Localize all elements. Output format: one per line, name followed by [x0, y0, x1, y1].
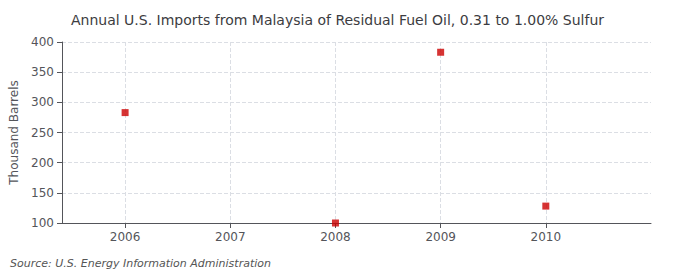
svg-text:2009: 2009: [425, 230, 456, 244]
svg-text:2008: 2008: [320, 230, 351, 244]
svg-text:300: 300: [31, 95, 54, 109]
svg-text:400: 400: [31, 35, 54, 49]
svg-text:Thousand Barrels: Thousand Barrels: [7, 80, 21, 185]
svg-text:Annual U.S. Imports from Malay: Annual U.S. Imports from Malaysia of Res…: [71, 12, 604, 28]
svg-text:150: 150: [31, 186, 54, 200]
svg-text:2010: 2010: [531, 230, 562, 244]
svg-text:Source: U.S. Energy Informatio: Source: U.S. Energy Information Administ…: [10, 257, 271, 270]
svg-text:100: 100: [31, 216, 54, 230]
svg-text:2006: 2006: [110, 230, 141, 244]
svg-text:250: 250: [31, 126, 54, 140]
svg-text:2007: 2007: [215, 230, 246, 244]
svg-text:350: 350: [31, 65, 54, 79]
svg-text:200: 200: [31, 156, 54, 170]
